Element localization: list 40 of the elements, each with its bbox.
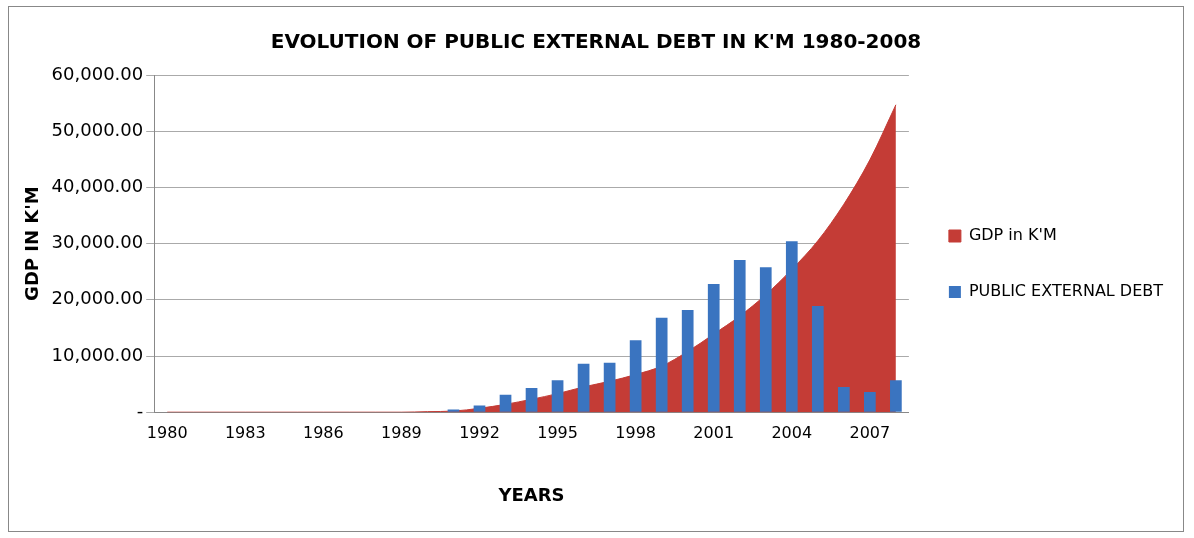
y-tick-label: 60,000.00 — [51, 62, 144, 84]
bar — [837, 386, 850, 412]
bar — [811, 305, 824, 412]
x-tick-label: 1983 — [224, 422, 266, 442]
y-tick-label: 10,000.00 — [51, 343, 144, 365]
x-tick-label: 2007 — [849, 422, 891, 442]
y-tick-label: 50,000.00 — [51, 118, 144, 140]
x-tick-label: 1992 — [459, 422, 500, 442]
bar — [499, 394, 512, 412]
bar — [681, 309, 694, 412]
bar — [707, 284, 720, 412]
x-tick-label: 2004 — [771, 422, 813, 442]
x-tick-label: 1995 — [537, 422, 578, 442]
chart-title: EVOLUTION OF PUBLIC EXTERNAL DEBT IN K'M 1980-2008 — [270, 29, 922, 54]
y-tick-label: - — [136, 399, 144, 421]
bar — [525, 388, 538, 412]
legend-label: PUBLIC EXTERNAL DEBT — [968, 281, 1164, 301]
bar — [864, 391, 876, 412]
bar — [577, 363, 590, 412]
bar — [603, 362, 616, 412]
bar — [733, 259, 746, 412]
x-tick-label: 1980 — [146, 422, 188, 442]
bar — [629, 340, 642, 412]
x-tick-label: 2001 — [693, 422, 735, 442]
x-tick-label: 1989 — [381, 422, 422, 442]
bar — [473, 405, 486, 412]
bar — [551, 380, 564, 412]
x-tick-label: 1986 — [303, 422, 344, 442]
y-tick-label: 30,000.00 — [51, 231, 144, 253]
legend-label: GDP in K'M — [968, 225, 1057, 245]
bar — [447, 409, 460, 412]
bar — [759, 267, 772, 412]
y-tick-label: 20,000.00 — [51, 287, 144, 309]
y-tick-label: 40,000.00 — [51, 175, 144, 197]
bar — [785, 241, 798, 412]
x-tick-label: 1998 — [615, 422, 656, 442]
x-axis-title: YEARS — [497, 483, 565, 505]
bar — [890, 380, 902, 412]
y-axis-title: GDP IN K'M — [21, 186, 43, 301]
bar — [655, 317, 668, 412]
